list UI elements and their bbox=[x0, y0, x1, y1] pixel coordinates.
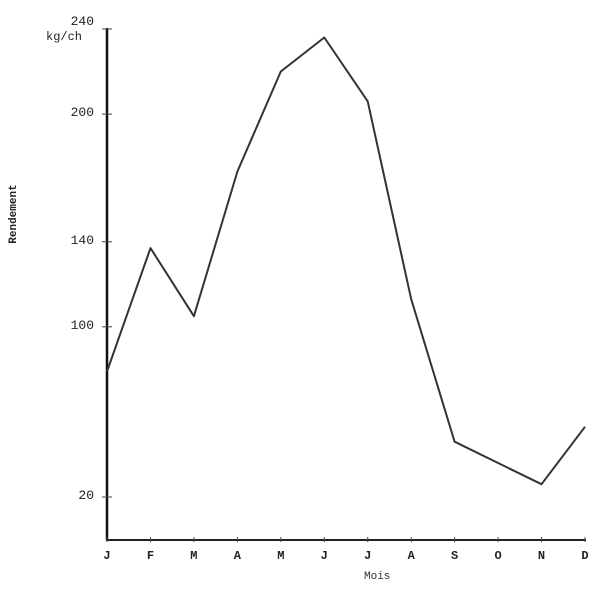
x-tick-label: A bbox=[233, 549, 241, 563]
y-tick-label: 140 bbox=[70, 232, 94, 248]
x-tick-label: S bbox=[451, 549, 459, 563]
data-line bbox=[106, 36, 586, 486]
y-axis-title: Rendement bbox=[8, 184, 20, 244]
x-tick-label: J bbox=[103, 549, 111, 563]
x-tick-label: F bbox=[146, 549, 155, 563]
x-tick-label: J bbox=[320, 549, 328, 563]
x-tick-label: J bbox=[364, 549, 372, 563]
x-tick-label: M bbox=[277, 549, 285, 563]
y-tick-label: 240 bbox=[70, 14, 94, 29]
y-tick-label: 200 bbox=[70, 105, 94, 121]
y-unit-label: kg/ch bbox=[46, 30, 83, 44]
x-tick-label: A bbox=[407, 549, 415, 563]
x-tick-label: D bbox=[581, 549, 589, 563]
x-tick-label: N bbox=[537, 549, 546, 563]
y-tick-label: 100 bbox=[70, 317, 94, 333]
y-tick-label: 20 bbox=[78, 488, 94, 503]
x-axis-title: Mois bbox=[364, 571, 391, 583]
x-tick-label: M bbox=[190, 549, 198, 563]
x-tick-label: O bbox=[494, 549, 502, 563]
x-tick-marks bbox=[106, 537, 586, 542]
y-tick-marks bbox=[102, 28, 112, 498]
